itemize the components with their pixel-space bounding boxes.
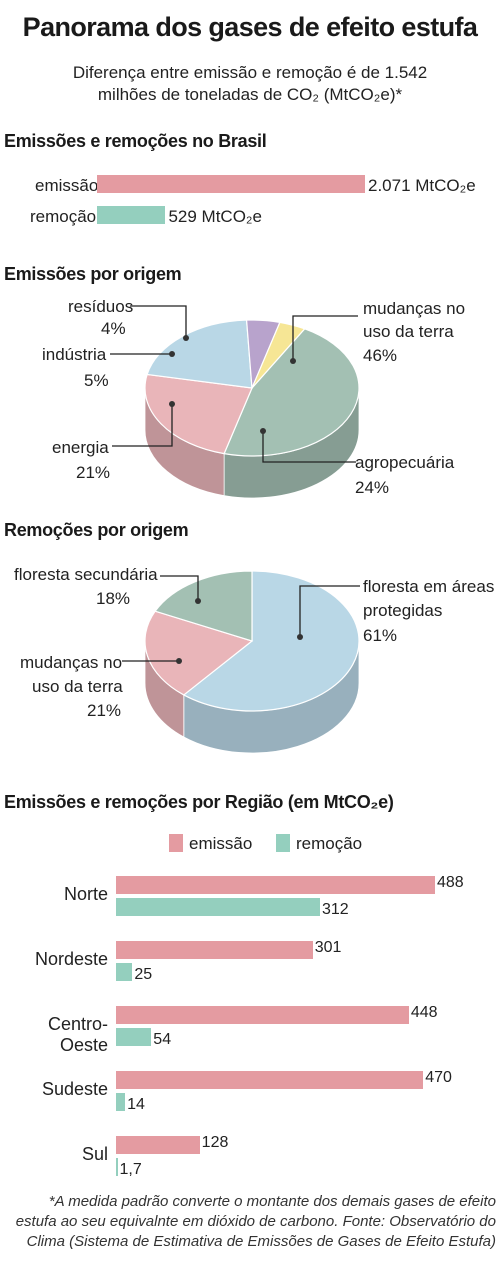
bar-emissao-nordeste — [116, 941, 313, 959]
leader-residuos — [130, 305, 187, 338]
pct-industria: 5% — [84, 371, 109, 390]
section-title-remocoes-origem: Remoções por origem — [4, 520, 189, 540]
pie-emissoes-dots — [169, 335, 296, 434]
value-remocao-sudeste: 14 — [127, 1096, 145, 1113]
label-mudancas-2: uso da terra — [363, 322, 454, 341]
subtitle-line-1: Diferença entre emissão e remoção é de 1… — [72, 63, 428, 82]
pct-residuos: 4% — [101, 319, 126, 338]
bar-emissao-centro-oeste — [116, 1006, 409, 1024]
region-label-nordeste: Nordeste — [34, 949, 108, 969]
region-label-sul: Sul — [81, 1144, 108, 1164]
value-label-emissao: 2.071 MtCO₂e — [368, 176, 476, 195]
pie-remocoes — [122, 570, 360, 754]
bar-emissao-norte — [116, 876, 435, 894]
leader-secundaria — [160, 575, 199, 601]
value-remocao-norte: 312 — [321, 901, 349, 918]
page-title: Panorama dos gases de efeito estufa — [22, 12, 478, 42]
bar-emissao-brasil — [97, 175, 365, 193]
section-title-regiao: Emissões e remoções por Região (em MtCO₂… — [4, 792, 394, 812]
category-label-emissao: emissão — [35, 176, 99, 195]
region-label-centro-oeste: Centro-Oeste — [47, 1014, 108, 1055]
value-emissao-centro-oeste: 448 — [410, 1004, 438, 1021]
subtitle: Diferença entre emissão e remoção é de 1… — [20, 62, 480, 106]
value-emissao-sul: 128 — [201, 1134, 229, 1151]
pie-remocoes-dots — [176, 598, 303, 664]
bar-remocao-norte — [116, 898, 320, 916]
label-industria: indústria — [42, 345, 107, 364]
label-energia: energia — [52, 438, 109, 457]
region-label-sudeste: Sudeste — [41, 1079, 108, 1099]
subtitle-line-2: milhões de toneladas de CO₂ (MtCO₂e)* — [97, 85, 403, 104]
slice-agropecuaria — [144, 373, 253, 455]
bar-remocao-sudeste — [116, 1093, 126, 1111]
pie-emissoes-leaders — [110, 305, 358, 463]
label-residuos: resíduos — [68, 297, 134, 316]
category-label-remocao: remoção — [30, 207, 97, 226]
slice-mudancas-uso-terra-rem — [144, 610, 254, 696]
slice-mudancas-uso-terra — [223, 328, 360, 457]
section-title-brasil: Emissões e remoções no Brasil — [4, 131, 267, 151]
region-label-norte: Norte — [63, 884, 108, 904]
label-protegidas-1: floresta em áreas — [363, 577, 495, 596]
pct-energia: 21% — [76, 463, 111, 482]
pct-agropecuaria: 24% — [355, 478, 390, 497]
value-emissao-nordeste: 301 — [314, 939, 342, 956]
section-title-emissoes-origem: Emissões por origem — [4, 264, 182, 284]
value-remocao-centro-oeste: 54 — [153, 1031, 172, 1048]
leader-agro — [262, 431, 356, 463]
pct-floresta-secundaria: 18% — [96, 589, 131, 608]
legend-label-remocao: remoção — [296, 834, 363, 853]
label-mudancas-rem-1: mudanças no — [20, 653, 123, 672]
value-emissao-norte: 488 — [437, 874, 464, 891]
pie-emissoes — [110, 305, 360, 499]
pie-remocoes-leaders — [122, 575, 360, 662]
bar-emissao-sul — [116, 1136, 200, 1154]
pie-remocoes-slices — [144, 570, 360, 754]
leader-energia — [112, 404, 173, 447]
value-remocao-sul: 1,7 — [119, 1161, 142, 1178]
legend-swatch-emissao — [169, 834, 183, 852]
value-emissao-sudeste: 470 — [425, 1069, 452, 1086]
bar-remocao-centro-oeste — [116, 1028, 152, 1046]
pct-mudancas: 46% — [363, 346, 398, 365]
bar-remocao-nordeste — [116, 963, 133, 981]
value-remocao-nordeste: 25 — [134, 966, 153, 983]
slice-energia — [146, 319, 253, 389]
label-floresta-secundaria: floresta secundária — [14, 565, 158, 584]
slice-floresta-secundaria — [154, 570, 253, 642]
label-agropecuaria: agropecuária — [355, 453, 455, 472]
label-mudancas-rem-2: uso da terra — [32, 677, 123, 696]
label-mudancas-1: mudanças no — [363, 299, 466, 318]
leader-protegidas — [299, 585, 360, 637]
footnote: *A medida padrão converte o montante dos… — [15, 1193, 496, 1250]
label-protegidas-2: protegidas — [363, 601, 443, 620]
slice-floresta-protegidas — [182, 570, 360, 712]
leader-mudancas — [292, 315, 358, 361]
pct-protegidas: 61% — [363, 626, 398, 645]
bar-emissao-sudeste — [116, 1071, 424, 1089]
bar-remocao-sul — [116, 1158, 118, 1176]
pct-mudancas-rem: 21% — [87, 701, 122, 720]
pie-emissoes-slices — [144, 319, 360, 499]
legend-swatch-remocao — [276, 834, 290, 852]
value-label-remocao: 529 MtCO₂e — [168, 207, 262, 226]
legend-label-emissao: emissão — [189, 834, 253, 853]
bar-remocao-brasil — [97, 206, 166, 224]
